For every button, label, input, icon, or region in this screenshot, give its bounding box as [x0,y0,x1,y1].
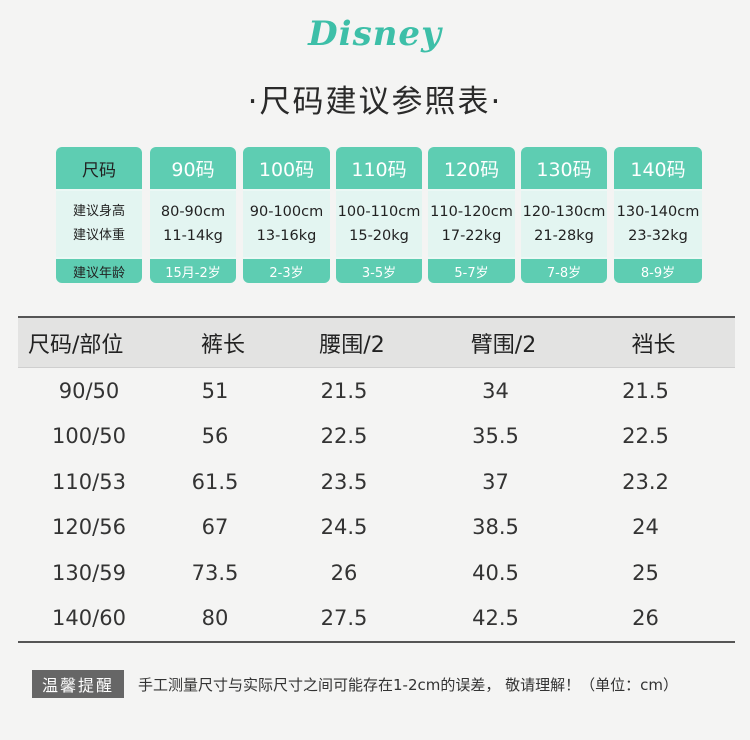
rec-height: 110-120cm [430,204,513,220]
reminder-text: 手工测量尺寸与实际尺寸之间可能存在1-2cm的误差， 敬请理解！（单位：cm） [138,675,679,694]
rec-label-column: 尺码 建议身高 建议体重 建议年龄 [56,147,142,283]
rec-size: 100码 [243,147,330,189]
rec-weight: 17-22kg [441,228,502,244]
rec-age: 7-8岁 [521,259,607,283]
rec-weight: 23-32kg [628,228,688,244]
rec-size: 120码 [428,147,515,189]
table-cell: 22.5 [622,424,669,449]
rec-height: 120-130cm [522,204,606,220]
table-row: 100/50 56 22.5 35.5 22.5 [18,414,735,460]
header-waist: 腰围/2 [319,332,385,358]
header-pants-length: 裤长 [200,332,245,358]
table-row: 110/53 61.5 23.5 37 23.2 [18,459,735,505]
rec-body: 110-120cm 17-22kg [428,191,515,257]
table-row: 90/50 51 21.5 34 21.5 [18,368,735,414]
table-cell: 38.5 [472,515,519,540]
rec-body: 90-100cm 13-16kg [243,191,330,257]
table-cell: 26 [632,606,659,631]
table-cell: 100/50 [52,424,126,449]
rec-column: 110码 100-110cm 15-20kg 3-5岁 [336,147,422,283]
rec-size: 90码 [150,147,236,189]
table-cell: 110/53 [52,469,126,494]
rec-body: 130-140cm 23-32kg [614,191,702,257]
rec-column: 130码 120-130cm 21-28kg 7-8岁 [521,147,607,283]
table-cell: 56 [201,424,229,449]
rec-body: 120-130cm 21-28kg [521,191,607,257]
table-cell: 90/50 [58,378,120,403]
rec-column: 120码 110-120cm 17-22kg 5-7岁 [428,147,515,283]
rec-column: 140码 130-140cm 23-32kg 8-9岁 [614,147,702,283]
rec-height: 130-140cm [616,204,700,220]
rec-body: 80-90cm 11-14kg [150,191,236,257]
rec-column: 100码 90-100cm 13-16kg 2-3岁 [243,147,330,283]
table-cell: 24.5 [320,515,368,540]
header-crotch: 裆长 [631,332,676,358]
rec-label-size: 尺码 [56,147,142,189]
table-cell: 27.5 [320,606,368,631]
size-recommendation-grid: 尺码 建议身高 建议体重 建议年龄 90码 80-90cm 11-14kg 15… [56,147,702,283]
rec-age: 3-5岁 [336,259,422,283]
rec-size: 130码 [521,147,607,189]
rec-weight: 13-16kg [256,228,317,244]
rec-size: 140码 [614,147,702,189]
rec-column: 90码 80-90cm 11-14kg 15月-2岁 [150,147,236,283]
rec-height: 90-100cm [249,204,324,220]
rec-weight: 21-28kg [534,228,594,244]
page-title: ·尺码建议参照表· [247,84,503,120]
table-cell: 25 [632,560,659,585]
table-cell: 80 [201,606,229,631]
rec-age: 2-3岁 [243,259,330,283]
table-cell: 37 [482,469,509,494]
rec-body: 100-110cm 15-20kg [336,191,422,257]
reminder-note: 温馨提醒 手工测量尺寸与实际尺寸之间可能存在1-2cm的误差， 敬请理解！（单位… [32,668,732,700]
rec-label-height: 建议身高 [72,204,125,219]
rec-age: 8-9岁 [614,259,702,283]
rec-age: 5-7岁 [428,259,515,283]
measurement-table: 尺码/部位 裤长 腰围/2 臂围/2 裆长 90/50 51 21.5 34 2… [18,316,735,643]
disney-logo: Disney [0,14,750,54]
rec-weight: 11-14kg [163,228,223,244]
table-row: 140/60 80 27.5 42.5 26 [18,596,735,642]
table-cell: 22.5 [320,424,368,449]
rec-age: 15月-2岁 [150,259,236,283]
table-cell: 40.5 [472,560,519,585]
table-cell: 24 [632,515,659,540]
rec-label-body: 建议身高 建议体重 [56,191,142,257]
table-cell: 21.5 [622,378,669,403]
table-cell: 140/60 [52,606,126,631]
table-cell: 120/56 [52,515,126,540]
table-header: 尺码/部位 裤长 腰围/2 臂围/2 裆长 [18,318,735,368]
rec-label-age: 建议年龄 [56,259,142,283]
reminder-badge: 温馨提醒 [32,670,125,698]
table-cell: 23.5 [320,469,368,494]
rec-height: 100-110cm [337,204,421,220]
table-cell: 23.2 [622,469,669,494]
table-cell: 21.5 [320,378,368,403]
rec-weight: 15-20kg [349,228,409,244]
table-row: 130/59 73.5 26 40.5 25 [18,550,735,596]
rec-size: 110码 [336,147,422,189]
header-arm: 臂围/2 [470,332,537,358]
table-row: 120/56 67 24.5 38.5 24 [18,505,735,551]
table-cell: 42.5 [472,606,519,631]
rec-label-weight: 建议体重 [72,228,125,243]
table-cell: 130/59 [52,560,126,585]
header-size-part: 尺码/部位 [28,332,124,358]
rec-height: 80-90cm [160,204,226,220]
table-cell: 26 [330,560,358,585]
logo-text: Disney [308,14,442,54]
table-cell: 35.5 [472,424,519,449]
table-cell: 61.5 [191,469,239,494]
table-cell: 67 [201,515,229,540]
table-cell: 34 [482,378,509,403]
table-cell: 51 [201,378,229,403]
table-cell: 73.5 [191,560,239,585]
